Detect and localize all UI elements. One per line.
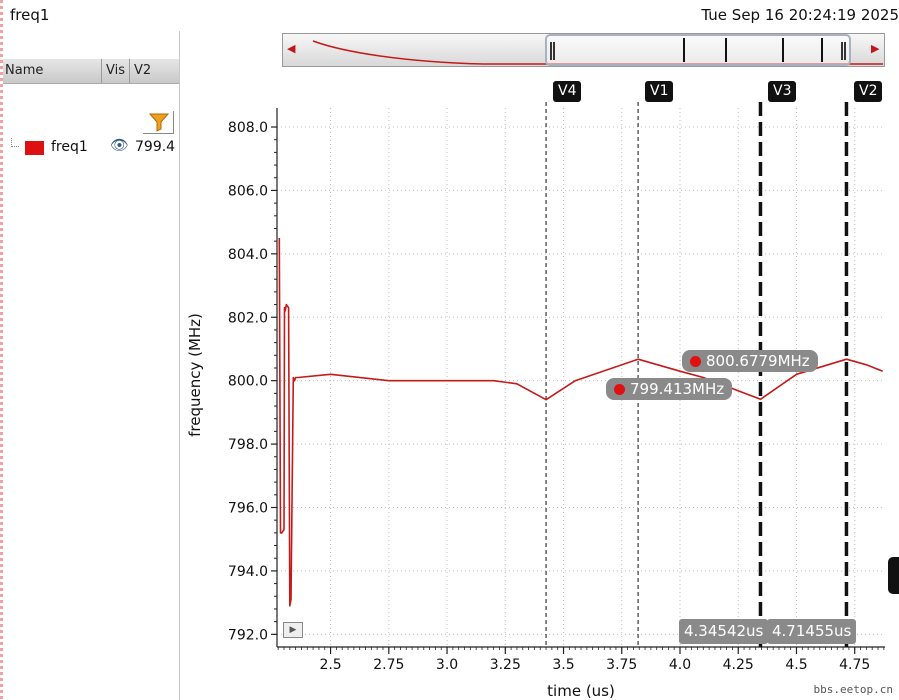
scroll-left-arrow-icon[interactable]: ◀ — [287, 42, 296, 55]
window-title: freq1 — [10, 6, 50, 24]
y-tick-label: 796.0 — [228, 500, 268, 516]
column-divider[interactable] — [129, 59, 130, 83]
signal-v2-value: 799.4 — [135, 139, 176, 155]
timestamp: Tue Sep 16 20:24:19 2025 — [701, 6, 899, 24]
left-resize-handle[interactable] — [550, 42, 555, 60]
x-tick-label: 2.75 — [373, 657, 404, 673]
x-tick-label: 3.0 — [436, 657, 458, 673]
overview-waveform — [312, 40, 883, 65]
y-axis-label: frequency (MHz) — [186, 313, 204, 437]
marker-lines[interactable] — [545, 102, 849, 647]
column-vis[interactable]: Vis — [106, 63, 125, 78]
x-tick-label: 3.25 — [490, 657, 521, 673]
signal-name: freq1 — [51, 139, 88, 155]
overview-marker-tick — [683, 38, 685, 62]
overview-view-window[interactable] — [545, 34, 851, 66]
point-dot-icon — [614, 384, 625, 395]
point-label-low[interactable]: 799.413MHz — [606, 378, 733, 400]
grid — [277, 108, 885, 647]
axes: 792.0 794.0 796.0 798.0 800.0 802.0 804.0 806.0… — [228, 108, 885, 673]
point-dot-icon — [690, 356, 701, 367]
y-tick-label: 802.0 — [228, 310, 268, 326]
series-freq1 — [278, 237, 883, 607]
x-tick-label: 4.5 — [785, 657, 807, 673]
funnel-filter-icon — [149, 113, 169, 132]
y-tick-label: 794.0 — [228, 564, 268, 580]
y-tick-label: 804.0 — [228, 247, 268, 263]
right-resize-handle[interactable] — [841, 42, 846, 60]
tree-connector — [11, 138, 19, 147]
point-label-low-text: 799.413MHz — [630, 380, 725, 398]
point-label-high-text: 800.6779MHz — [706, 352, 810, 370]
series-layer — [278, 237, 883, 607]
column-name[interactable]: Name — [5, 63, 44, 78]
overview-scrollbar[interactable]: ◀ ▶ — [282, 33, 885, 67]
x-tick-label: 3.5 — [552, 657, 574, 673]
eye-icon[interactable]: 👁 — [110, 136, 130, 154]
overview-marker-tick — [782, 38, 784, 62]
y-tick-label: 808.0 — [228, 120, 268, 136]
column-divider[interactable] — [101, 59, 102, 83]
y-tick-label: 798.0 — [228, 437, 268, 453]
y-tick-label: 800.0 — [228, 374, 268, 390]
signal-color-swatch[interactable] — [25, 141, 44, 155]
scroll-right-arrow-icon[interactable]: ▶ — [871, 42, 880, 55]
overview-marker-tick — [725, 38, 727, 62]
marker-label-v2[interactable]: V2 — [854, 81, 883, 102]
signal-row-freq1[interactable]: freq1 👁 799.4 — [11, 136, 179, 160]
play-icon[interactable]: ▶ — [283, 622, 303, 638]
cursor-readout-v3: 4.34542us — [679, 619, 769, 644]
marker-label-v4[interactable]: V4 — [553, 81, 582, 102]
left-edge-marker — [0, 0, 3, 700]
x-tick-label: 2.5 — [319, 657, 341, 673]
x-axis-label: time (us) — [547, 682, 615, 700]
point-label-high[interactable]: 800.6779MHz — [682, 350, 818, 372]
x-tick-label: 4.0 — [669, 657, 691, 673]
y-tick-label: 806.0 — [228, 183, 268, 199]
marker-label-v3[interactable]: V3 — [768, 81, 797, 102]
overview-marker-tick — [821, 38, 823, 62]
signal-panel: Name Vis V2 freq1 👁 799.4 — [3, 31, 180, 700]
marker-label-v1[interactable]: V1 — [645, 81, 674, 102]
x-tick-label: 3.75 — [606, 657, 637, 673]
y-tick-label: 792.0 — [228, 627, 268, 643]
filter-button[interactable] — [143, 111, 174, 134]
vertical-scroll-handle[interactable] — [888, 557, 899, 594]
cursor-readout-v2: 4.71455us — [767, 619, 857, 644]
x-tick-label: 4.25 — [723, 657, 754, 673]
watermark: bbs.eetop.cn — [813, 683, 893, 696]
column-v2[interactable]: V2 — [134, 63, 152, 78]
signal-grid-header: Name Vis V2 — [3, 59, 179, 84]
x-tick-label: 4.75 — [839, 657, 870, 673]
